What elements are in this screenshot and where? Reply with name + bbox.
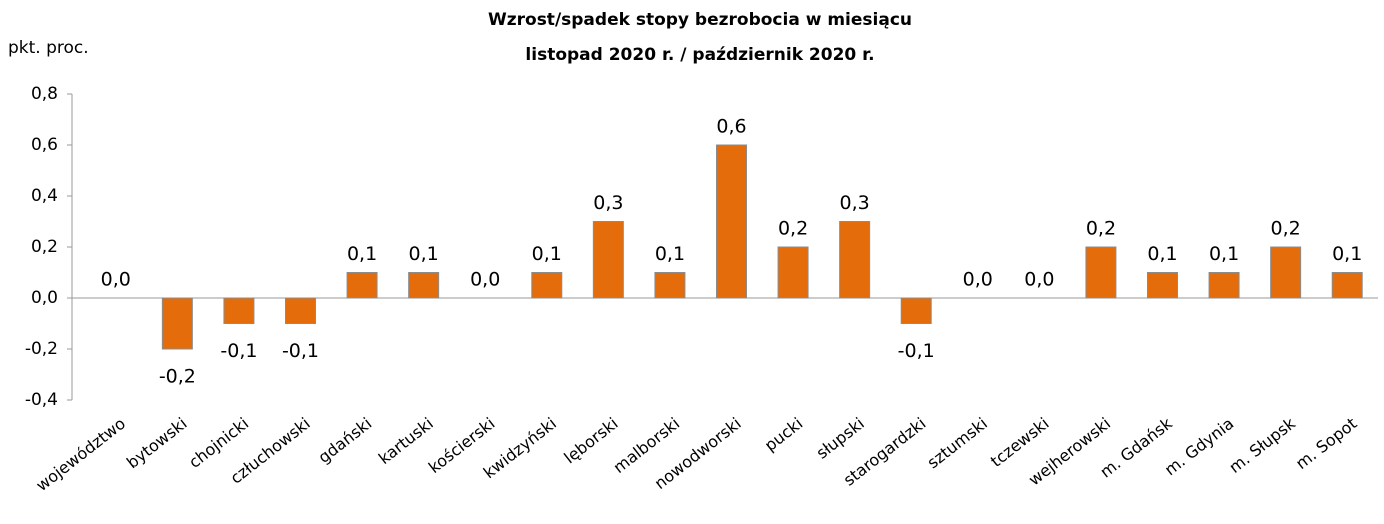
- x-tick-label: województwo: [32, 414, 129, 495]
- data-label: -0,2: [159, 366, 196, 388]
- x-tick-label: m. Słupsk: [1225, 413, 1299, 477]
- data-label: -0,1: [282, 340, 319, 362]
- x-tick-label: bytowski: [123, 414, 191, 473]
- data-label: 0,3: [593, 192, 623, 214]
- bar: [592, 221, 624, 299]
- data-label: 0,0: [101, 269, 131, 291]
- data-label: 0,1: [532, 243, 562, 265]
- data-label: 0,1: [1209, 243, 1239, 265]
- bar: [346, 272, 378, 299]
- y-axis-label: pkt. proc.: [8, 38, 89, 58]
- data-label: 0,0: [963, 269, 993, 291]
- data-label: 0,0: [1024, 269, 1054, 291]
- data-label: 0,2: [778, 218, 808, 240]
- bar: [1085, 246, 1117, 299]
- bar: [1147, 272, 1178, 299]
- x-tick-label: gdański: [315, 414, 376, 467]
- data-label: 0,1: [1147, 243, 1177, 265]
- x-tick-label: m. Sopot: [1292, 414, 1360, 473]
- chart-title: listopad 2020 r. / październik 2020 r.: [525, 45, 874, 65]
- x-tick-label: m. Gdynia: [1161, 414, 1237, 480]
- bar: [654, 272, 686, 299]
- x-tick-label: sztumski: [924, 414, 991, 473]
- data-label: -0,1: [220, 340, 257, 362]
- y-tick-label: -0,2: [25, 339, 58, 359]
- y-tick-label: 0,4: [31, 186, 58, 206]
- x-tick-label: słupski: [813, 414, 868, 463]
- bar: [900, 297, 932, 324]
- data-label: 0,1: [1332, 243, 1362, 265]
- bar: [1208, 272, 1240, 299]
- bar: [161, 297, 193, 350]
- data-label: 0,2: [1086, 218, 1116, 240]
- y-tick-label: 0,8: [31, 84, 58, 104]
- data-label: 0,1: [347, 243, 377, 265]
- bar: [223, 297, 255, 324]
- data-label: 0,2: [1271, 218, 1301, 240]
- bar: [777, 246, 809, 299]
- data-label: 0,3: [840, 192, 870, 214]
- bar: [531, 272, 563, 299]
- bar: [716, 144, 747, 299]
- y-tick-label: -0,4: [25, 390, 58, 410]
- y-tick-label: 0,6: [31, 135, 58, 155]
- data-label: 0,1: [655, 243, 685, 265]
- bar: [1270, 246, 1302, 299]
- data-label: 0,6: [716, 116, 746, 138]
- data-label: -0,1: [898, 340, 935, 362]
- bar: [285, 297, 316, 324]
- data-label: 0,0: [470, 269, 500, 291]
- bar: [1331, 272, 1363, 299]
- chart-title: Wzrost/spadek stopy bezrobocia w miesiąc…: [488, 10, 912, 30]
- y-tick-label: 0,2: [31, 237, 58, 257]
- x-tick-label: pucki: [761, 414, 806, 455]
- bar: [839, 221, 871, 299]
- bar: [408, 272, 440, 299]
- data-label: 0,1: [409, 243, 439, 265]
- y-tick-label: 0,0: [31, 288, 58, 308]
